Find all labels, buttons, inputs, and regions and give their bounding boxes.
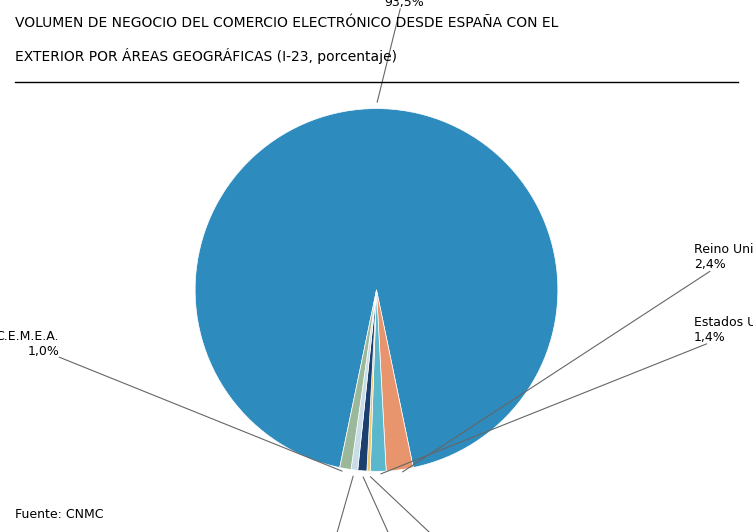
Wedge shape: [340, 290, 376, 470]
Wedge shape: [195, 109, 558, 468]
Text: VOLUMEN DE NEGOCIO DEL COMERCIO ELECTRÓNICO DESDE ESPAÑA CON EL: VOLUMEN DE NEGOCIO DEL COMERCIO ELECTRÓN…: [15, 16, 559, 30]
Text: Asia Pacífico
0,6%: Asia Pacífico 0,6%: [283, 476, 361, 532]
Wedge shape: [376, 290, 413, 471]
Text: Estados Unidos
1,4%: Estados Unidos 1,4%: [381, 316, 753, 474]
Text: Fuente: CNMC: Fuente: CNMC: [15, 509, 104, 521]
Text: Resto
0,8%: Resto 0,8%: [363, 477, 421, 532]
Wedge shape: [370, 290, 386, 471]
Text: C.E.M.E.A.
1,0%: C.E.M.E.A. 1,0%: [0, 330, 342, 471]
Text: Reino Unido
2,4%: Reino Unido 2,4%: [403, 243, 753, 472]
Wedge shape: [351, 290, 376, 470]
Wedge shape: [367, 290, 376, 471]
Text: América Latina
0,3%: América Latina 0,3%: [370, 477, 532, 532]
Wedge shape: [358, 290, 376, 471]
Text: Unión Europea
93,5%: Unión Europea 93,5%: [358, 0, 450, 102]
Text: EXTERIOR POR ÁREAS GEOGRÁFICAS (I-23, porcentaje): EXTERIOR POR ÁREAS GEOGRÁFICAS (I-23, po…: [15, 48, 397, 64]
